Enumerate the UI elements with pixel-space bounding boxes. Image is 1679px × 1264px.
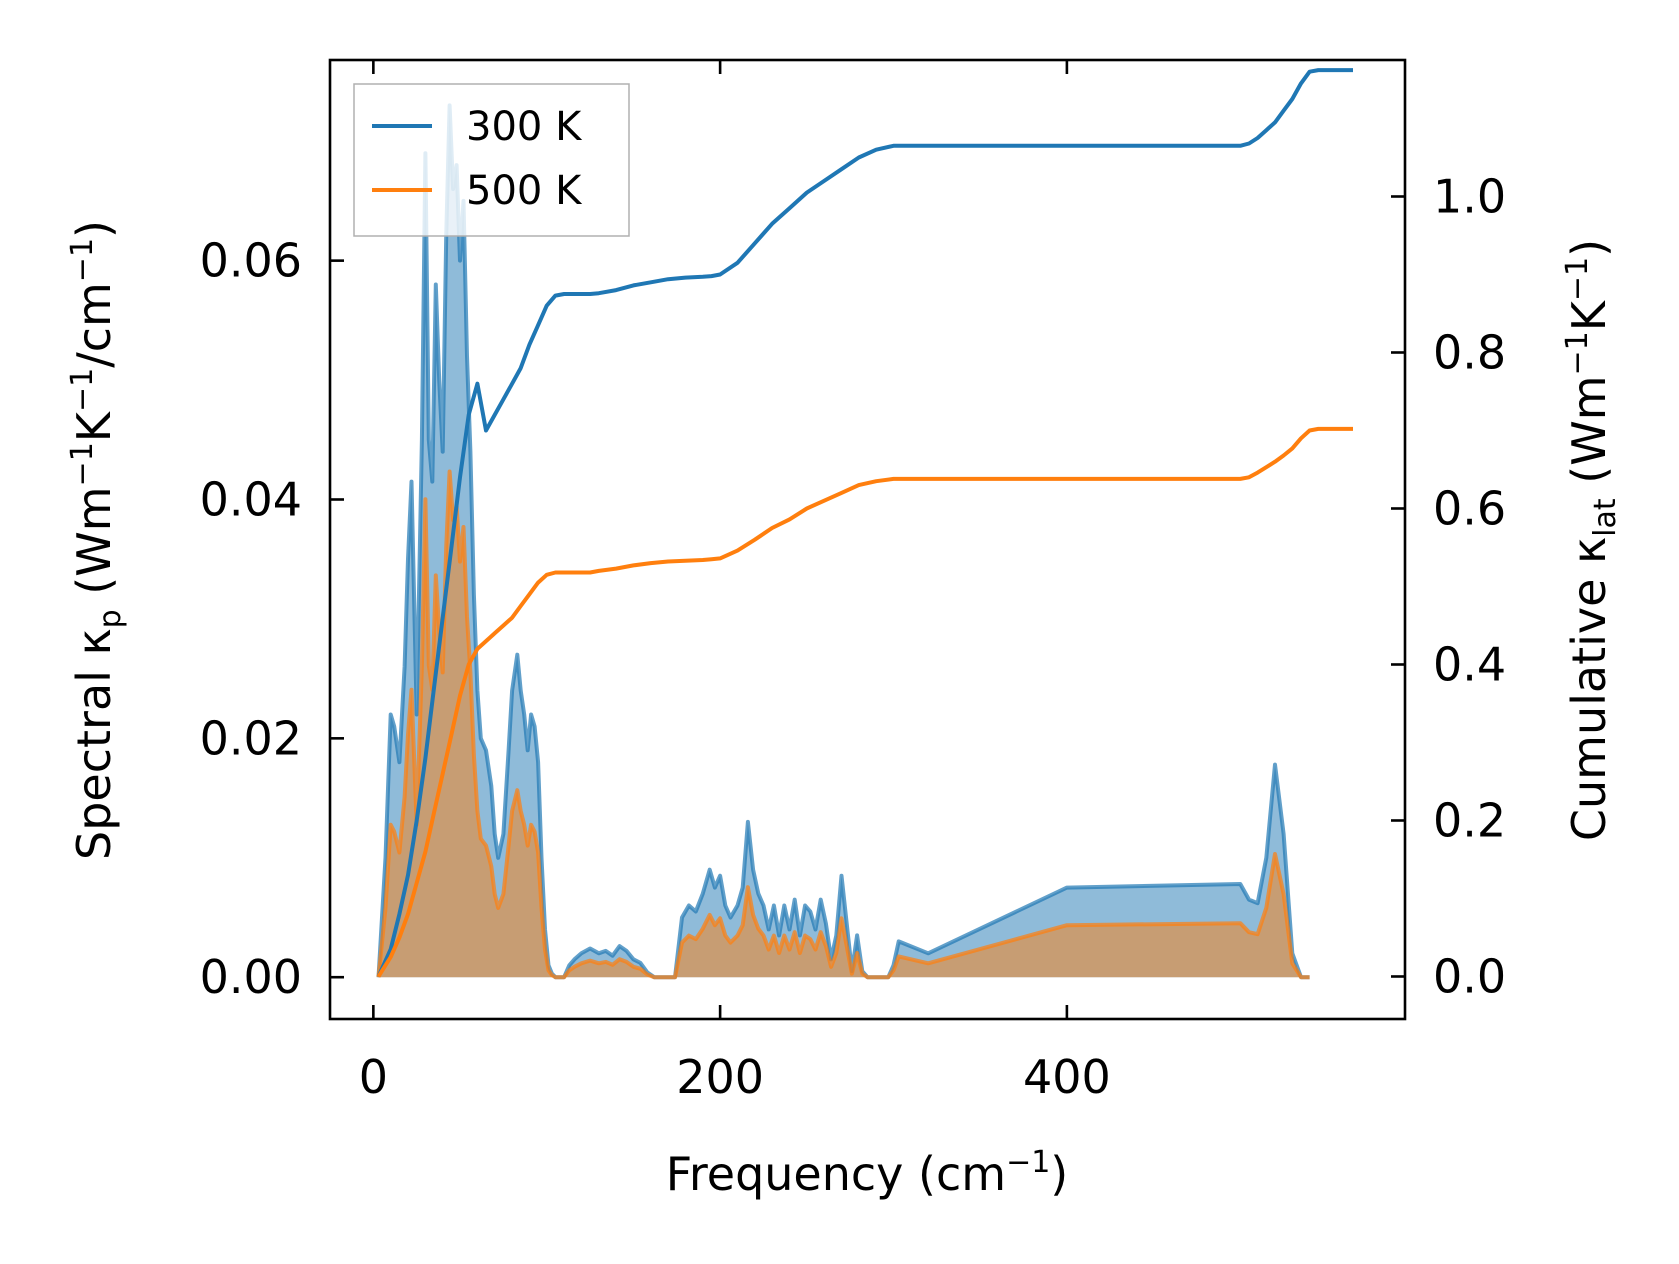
x-tick-label: 0 <box>359 1050 388 1104</box>
legend-box <box>353 83 630 237</box>
y-right-tick-label: 1.0 <box>1433 169 1506 223</box>
y-axis-left-label: Spectral κp (Wm−1K−1/cm−1) <box>65 220 128 860</box>
y-axis-left: 0.00 0.02 0.04 0.06 <box>200 234 344 1004</box>
y-right-tick-label: 0.2 <box>1433 793 1506 847</box>
y-left-tick-label: 0.04 <box>200 472 302 526</box>
legend: 300 K 500 K <box>353 83 630 237</box>
y-right-tick-label: 0.0 <box>1433 949 1506 1003</box>
x-tick-label: 400 <box>1023 1050 1111 1104</box>
y-right-tick-label: 0.8 <box>1433 325 1506 379</box>
y-left-tick-label: 0.06 <box>200 234 302 288</box>
legend-label-300k: 300 K <box>466 104 583 150</box>
y-left-tick-label: 0.02 <box>200 711 302 765</box>
axes-frame <box>328 58 1407 1021</box>
cumulative-500k-line <box>376 426 1353 978</box>
legend-label-500k: 500 K <box>466 168 583 214</box>
y-left-tick-label: 0.00 <box>200 950 302 1004</box>
x-tick-label: 200 <box>676 1050 764 1104</box>
cumulative-300k-line <box>376 68 1353 978</box>
spectral-500k-area <box>378 471 1310 978</box>
x-axis-label: Frequency (cm−1) <box>666 1145 1069 1201</box>
y-right-tick-label: 0.4 <box>1433 637 1506 691</box>
y-right-tick-label: 0.6 <box>1433 481 1506 535</box>
y-axis-right: 0.0 0.2 0.4 0.6 0.8 1.0 <box>1391 169 1506 1003</box>
plot-area <box>376 68 1353 980</box>
y-axis-right-label: Cumulative κlat (Wm−1K−1) <box>1560 239 1623 841</box>
x-axis: 0 200 400 <box>359 60 1111 1104</box>
